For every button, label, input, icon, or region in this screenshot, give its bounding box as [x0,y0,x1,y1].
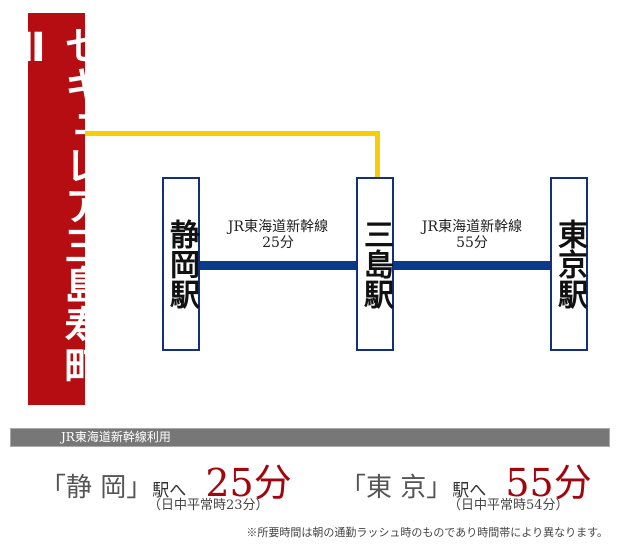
station-mishima: 三島駅 [356,177,394,351]
property-name-box: セキュレア三島寿町Ⅱ [10,13,104,405]
destination-suffix: 駅へ [152,481,187,501]
footnote: ※所要時間は朝の通勤ラッシュ時のものであり時間帯により異なります。 [246,526,608,539]
rail-line-mishima-tokyo [393,261,551,270]
summary-tokyo: 「東 京」駅へ 55分 [340,452,592,507]
summary-header: JR東海道新幹線利用 [10,428,610,447]
line-name: JR東海道新幹線 [421,219,523,235]
station-label: 東京駅 [552,219,587,309]
segment-label-1: JR東海道新幹線 25分 [208,219,348,251]
station-shizuoka: 静岡駅 [162,177,200,351]
station-label: 静岡駅 [164,219,199,309]
destination: 「静 岡」 [40,473,153,503]
rail-line-shizuoka-mishima [199,261,357,270]
station-tokyo: 東京駅 [550,177,588,351]
line-name: JR東海道新幹線 [227,219,329,235]
daytime-note: （日中平常時23分） [148,498,269,513]
summary-shizuoka: 「静 岡」駅へ 25分 [40,452,292,507]
access-line-horizontal [85,131,380,136]
destination: 「東 京」 [340,473,453,503]
destination-suffix: 駅へ [452,481,487,501]
travel-time: 25分 [205,461,292,505]
travel-time: 55分 [456,235,488,251]
property-name: セキュレア三島寿町Ⅱ [9,25,104,385]
travel-time: 25分 [262,235,294,251]
daytime-note: （日中平常時54分） [448,498,569,513]
access-line-vertical [375,131,380,178]
station-label: 三島駅 [358,219,393,309]
travel-time: 55分 [505,461,592,505]
segment-label-2: JR東海道新幹線 55分 [402,219,542,251]
